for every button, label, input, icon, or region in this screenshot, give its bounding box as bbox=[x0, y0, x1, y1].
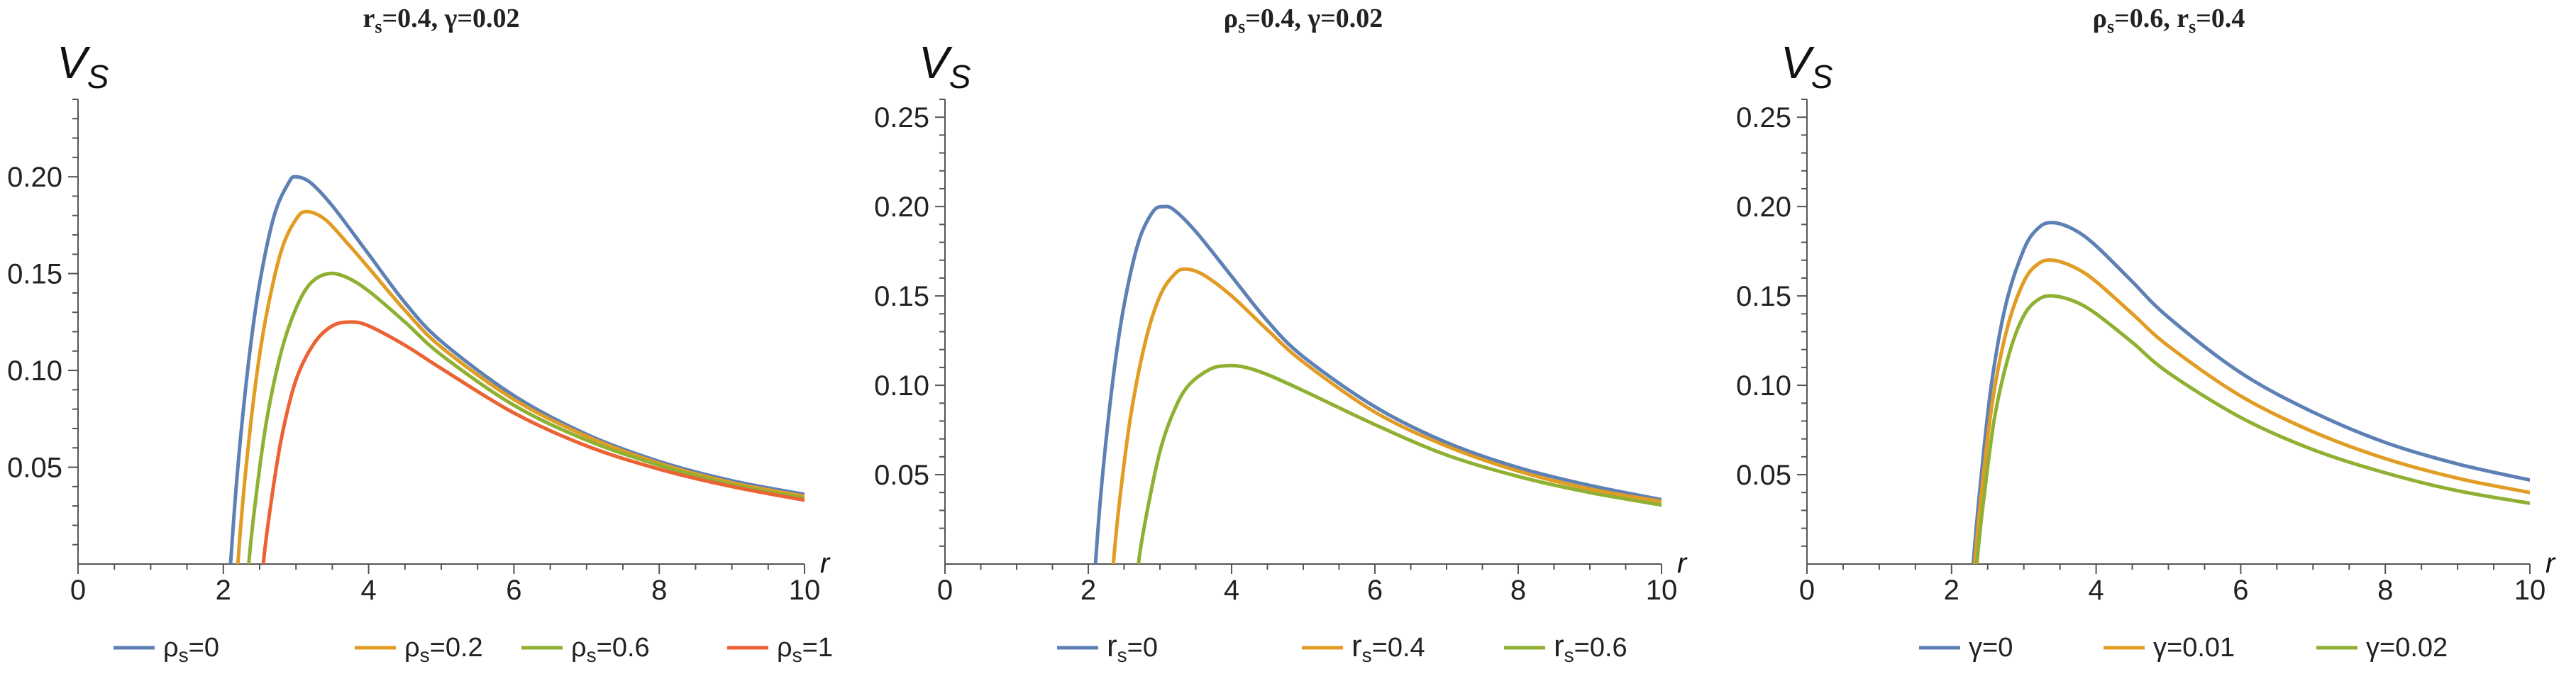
x-tick-label: 6 bbox=[506, 575, 521, 606]
series-line bbox=[1137, 363, 1662, 564]
chart-title: ρs=0.4, γ=0.02 bbox=[1224, 4, 1383, 37]
y-tick-label: 0.10 bbox=[874, 370, 929, 402]
chart-title: ρs=0.6, rs=0.4 bbox=[2093, 4, 2245, 37]
chart-title: rs=0.4, γ=0.02 bbox=[363, 4, 519, 37]
legend-item: rs=0.6 bbox=[1504, 629, 1627, 666]
series-line bbox=[247, 271, 805, 564]
series-line bbox=[1971, 221, 2530, 564]
series-line bbox=[1972, 258, 2530, 564]
legend-label: rs=0.6 bbox=[1554, 629, 1627, 666]
x-tick-label: 10 bbox=[789, 575, 821, 606]
x-tick-label: 8 bbox=[2377, 575, 2393, 606]
y-axis-label: VS bbox=[919, 37, 971, 95]
series-line bbox=[236, 209, 805, 564]
y-tick-label: 0.05 bbox=[874, 460, 929, 491]
legend-label: γ=0.02 bbox=[2366, 633, 2448, 663]
x-tick-label: 0 bbox=[937, 575, 953, 606]
legend-label: γ=0.01 bbox=[2153, 633, 2235, 663]
x-tick-label: 6 bbox=[2233, 575, 2248, 606]
legend-label: rs=0 bbox=[1107, 629, 1158, 666]
y-axis-label: VS bbox=[57, 37, 109, 95]
y-tick-label: 0.20 bbox=[874, 192, 929, 223]
legend-item: ρs=0 bbox=[114, 633, 219, 666]
legend-label: γ=0 bbox=[1969, 633, 2013, 663]
y-tick-label: 0.15 bbox=[7, 259, 62, 290]
series-line bbox=[1093, 204, 1662, 564]
x-tick-label: 2 bbox=[1080, 575, 1096, 606]
legend-item: ρs=0.2 bbox=[355, 633, 483, 666]
y-tick-label: 0.25 bbox=[874, 102, 929, 133]
y-tick-label: 0.05 bbox=[1736, 460, 1791, 491]
x-axis-label: r bbox=[1677, 548, 1688, 579]
y-tick-label: 0.20 bbox=[1736, 192, 1791, 223]
series-line bbox=[1974, 294, 2530, 564]
x-tick-label: 0 bbox=[70, 575, 86, 606]
x-tick-label: 4 bbox=[1224, 575, 1239, 606]
y-tick-label: 0.15 bbox=[1736, 281, 1791, 312]
x-axis-label: r bbox=[820, 548, 831, 579]
y-tick-label: 0.15 bbox=[874, 281, 929, 312]
x-tick-label: 10 bbox=[2514, 575, 2546, 606]
x-tick-label: 0 bbox=[1799, 575, 1815, 606]
y-tick-label: 0.10 bbox=[1736, 370, 1791, 402]
x-tick-label: 8 bbox=[1510, 575, 1526, 606]
y-tick-label: 0.20 bbox=[7, 162, 62, 193]
series-line bbox=[1111, 267, 1662, 564]
series-line bbox=[261, 320, 805, 564]
legend-label: rs=0.4 bbox=[1351, 629, 1425, 666]
x-tick-label: 2 bbox=[1944, 575, 1959, 606]
legend-label: ρs=0.2 bbox=[404, 633, 483, 666]
chart-panel-2: ρs=0.4, γ=0.02 VS r 0 2 4 6 8 10 0.05 0.10 0.15 0.20… bbox=[874, 4, 1688, 666]
legend-label: ρs=0.6 bbox=[571, 633, 650, 666]
y-tick-label: 0.10 bbox=[7, 355, 62, 387]
chart-panel-3: ρs=0.6, rs=0.4 VS r 0 2 4 6 8 10 0.05 0.10 0.15 0.20… bbox=[1736, 4, 2556, 663]
legend-item: γ=0.01 bbox=[2104, 633, 2235, 663]
x-tick-label: 2 bbox=[216, 575, 231, 606]
y-tick-label: 0.25 bbox=[1736, 102, 1791, 133]
x-tick-label: 4 bbox=[360, 575, 376, 606]
y-tick-label: 0.05 bbox=[7, 453, 62, 484]
x-tick-label: 10 bbox=[1646, 575, 1678, 606]
legend-item: rs=0.4 bbox=[1302, 629, 1425, 666]
x-axis-label: r bbox=[2545, 548, 2556, 579]
legend-item: ρs=1 bbox=[727, 633, 833, 666]
x-tick-label: 4 bbox=[2088, 575, 2104, 606]
x-tick-label: 8 bbox=[651, 575, 667, 606]
x-tick-label: 6 bbox=[1367, 575, 1383, 606]
legend-item: γ=0.02 bbox=[2316, 633, 2448, 663]
legend-item: ρs=0.6 bbox=[521, 633, 650, 666]
y-axis-label: VS bbox=[1781, 37, 1833, 95]
series-line bbox=[228, 175, 805, 564]
legend-item: γ=0 bbox=[1919, 633, 2013, 663]
legend-item: rs=0 bbox=[1057, 629, 1158, 666]
chart-panel-1: rs=0.4, γ=0.02 VS r 0 2 4 6 8 10 0.05 0.10 0.15 0.20… bbox=[7, 4, 833, 666]
legend-label: ρs=0 bbox=[163, 633, 219, 666]
legend-label: ρs=1 bbox=[777, 633, 833, 666]
